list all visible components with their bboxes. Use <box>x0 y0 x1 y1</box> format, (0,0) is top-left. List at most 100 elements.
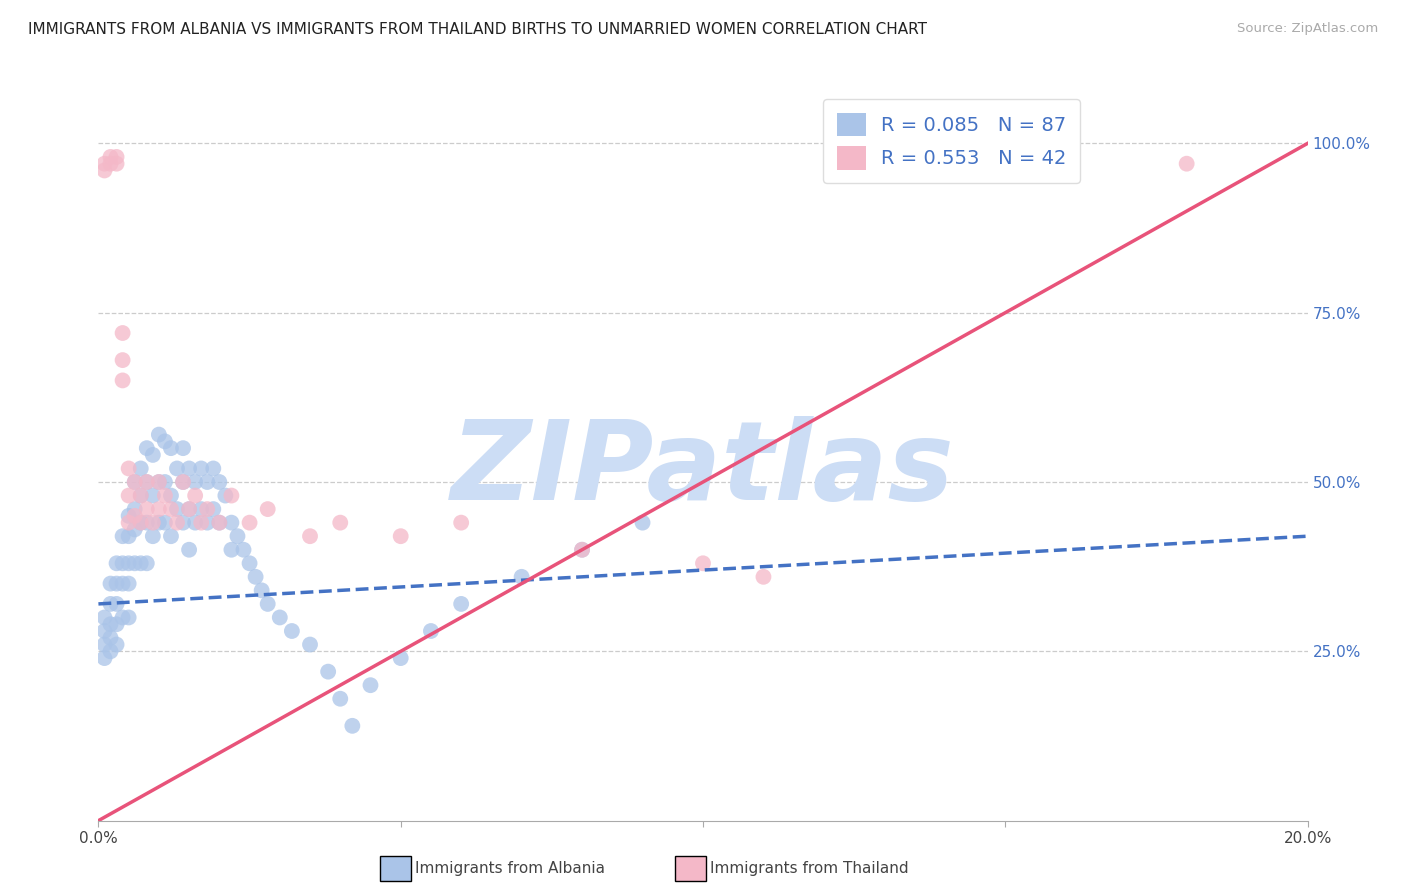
Point <box>124 502 146 516</box>
Point <box>111 576 134 591</box>
Point <box>100 576 122 591</box>
Point <box>172 475 194 489</box>
Point <box>124 475 146 489</box>
Point <box>202 461 225 475</box>
Point <box>239 516 262 530</box>
Point <box>389 651 412 665</box>
Point <box>239 556 262 570</box>
Point <box>190 502 212 516</box>
Point <box>93 638 115 652</box>
Point <box>329 516 352 530</box>
Point <box>105 150 128 164</box>
Point <box>111 556 134 570</box>
Point <box>129 489 152 503</box>
Point <box>245 570 267 584</box>
Point <box>111 529 134 543</box>
Point <box>179 502 201 516</box>
Point <box>195 502 218 516</box>
Point <box>135 475 157 489</box>
Point <box>100 644 122 658</box>
Point <box>118 610 141 624</box>
Point <box>100 597 122 611</box>
Point <box>142 529 165 543</box>
Point <box>93 624 115 638</box>
Point <box>93 610 115 624</box>
Point <box>342 719 364 733</box>
Point <box>148 475 170 489</box>
Point <box>202 502 225 516</box>
Point <box>135 556 157 570</box>
Point <box>153 516 176 530</box>
Point <box>269 610 291 624</box>
Point <box>190 461 212 475</box>
Point <box>160 529 183 543</box>
Point <box>256 502 278 516</box>
Point <box>118 461 141 475</box>
Point <box>111 373 134 387</box>
Point <box>129 461 152 475</box>
Point <box>226 529 249 543</box>
Point <box>450 516 472 530</box>
Point <box>329 691 352 706</box>
Point <box>179 461 201 475</box>
Point <box>179 502 201 516</box>
Point <box>148 475 170 489</box>
Point <box>118 576 141 591</box>
Point <box>93 651 115 665</box>
Point <box>299 529 322 543</box>
Point <box>1175 157 1198 171</box>
Point <box>160 489 183 503</box>
Point <box>105 597 128 611</box>
Point <box>129 489 152 503</box>
Point <box>148 502 170 516</box>
Point <box>124 508 146 523</box>
Point <box>571 542 593 557</box>
Point <box>142 516 165 530</box>
Point <box>510 570 533 584</box>
Point <box>124 475 146 489</box>
Point <box>100 157 122 171</box>
Point <box>281 624 304 638</box>
Point <box>118 508 141 523</box>
Point <box>129 516 152 530</box>
Point <box>184 489 207 503</box>
Point <box>135 516 157 530</box>
Point <box>105 638 128 652</box>
Point <box>299 638 322 652</box>
Point <box>153 434 176 449</box>
Point <box>190 516 212 530</box>
Point <box>100 150 122 164</box>
Point <box>221 489 243 503</box>
Point <box>105 617 128 632</box>
Point <box>111 353 134 368</box>
Point <box>93 163 115 178</box>
Point <box>195 475 218 489</box>
Point <box>118 489 141 503</box>
Point <box>129 516 152 530</box>
Point <box>118 556 141 570</box>
Point <box>166 516 188 530</box>
Point <box>172 516 194 530</box>
Point <box>232 542 254 557</box>
Text: ZIPatlas: ZIPatlas <box>451 416 955 523</box>
Legend: R = 0.085   N = 87, R = 0.553   N = 42: R = 0.085 N = 87, R = 0.553 N = 42 <box>823 99 1080 184</box>
Point <box>135 441 157 455</box>
Point <box>166 502 188 516</box>
Point <box>129 556 152 570</box>
Point <box>153 489 176 503</box>
Point <box>172 441 194 455</box>
Point <box>184 475 207 489</box>
Point <box>208 475 231 489</box>
Point <box>93 157 115 171</box>
Point <box>166 461 188 475</box>
Point <box>250 583 273 598</box>
Point <box>105 556 128 570</box>
Text: Immigrants from Thailand: Immigrants from Thailand <box>710 862 908 876</box>
Point <box>160 441 183 455</box>
Point <box>118 516 141 530</box>
Point <box>208 516 231 530</box>
Point <box>208 516 231 530</box>
Text: IMMIGRANTS FROM ALBANIA VS IMMIGRANTS FROM THAILAND BIRTHS TO UNMARRIED WOMEN CO: IMMIGRANTS FROM ALBANIA VS IMMIGRANTS FR… <box>28 22 927 37</box>
Point <box>142 448 165 462</box>
Point <box>111 326 134 340</box>
